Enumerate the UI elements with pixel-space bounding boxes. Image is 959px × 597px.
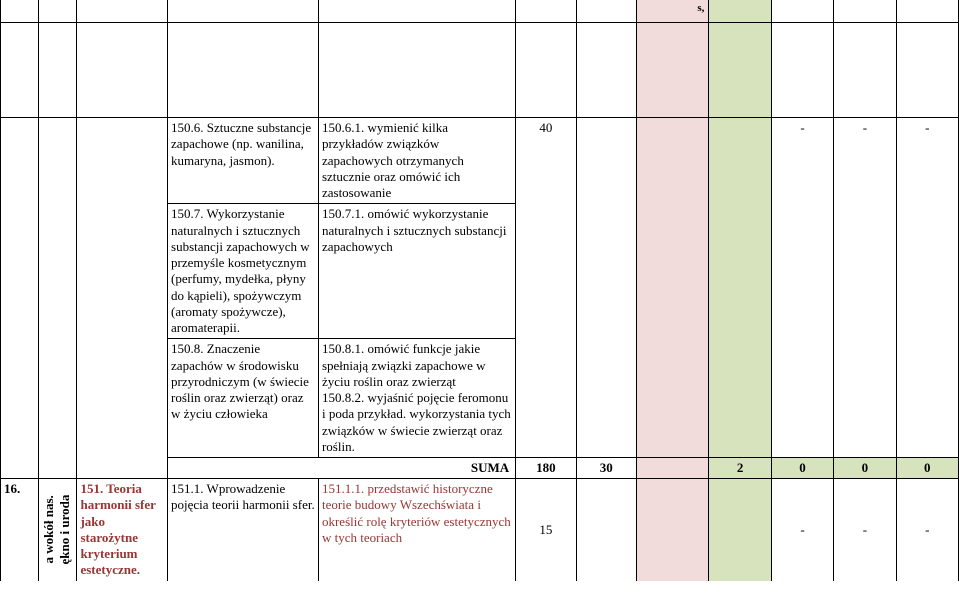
row-150-8-left: 150.8. Znaczenie zapachów w środowisku p… — [168, 339, 319, 458]
row-150-7-left: 150.7. Wykorzystanie naturalnych i sztuc… — [168, 204, 319, 339]
row-150-7-right: 150.7.1. omówić wykorzystanie naturalnyc… — [318, 204, 515, 339]
row-150-dash1: - — [771, 118, 833, 458]
row-150-8-right-2: 150.8.2. wyjaśnić pojęcie feromonu i pod… — [322, 390, 512, 455]
row-150-num-b — [576, 118, 636, 458]
row-16-num-a: 15 — [516, 479, 576, 581]
row-16-num-b — [576, 479, 636, 581]
row-150-green — [709, 118, 771, 458]
frag-c12 — [896, 0, 958, 23]
frag-c1 — [1, 0, 39, 23]
frag-c11 — [834, 0, 896, 23]
row-16-dash3: - — [896, 479, 958, 581]
frag-c2 — [39, 0, 77, 23]
row-16-dash1: - — [771, 479, 833, 581]
suma-v4: 0 — [771, 458, 833, 479]
row-16-subtopic: 151.1. Wprowadzenie pojęcia teorii harmo… — [168, 479, 319, 581]
row-16-vert-text: a wokół nas.ękno i uroda — [41, 479, 74, 581]
row-150-pink — [636, 118, 708, 458]
row-16-pink — [636, 479, 708, 581]
row-16-num: 16. — [1, 479, 39, 581]
vert-col-upper — [39, 118, 77, 458]
curriculum-table: s, 150.6. Sztuczne substancje zapachowe … — [0, 0, 959, 581]
frag-c4 — [168, 0, 319, 23]
frag-c3 — [77, 0, 168, 23]
frag-c10 — [771, 0, 833, 23]
row-16-topic: 151. Teoria harmonii sfer jako starożytn… — [77, 479, 168, 581]
suma-v6: 0 — [896, 458, 958, 479]
suma-v5: 0 — [834, 458, 896, 479]
frag-c7 — [576, 0, 636, 23]
frag-partial-label: s, — [636, 0, 708, 23]
row-150-8-right-1: 150.8.1. omówić funkcje jakie spełniają … — [322, 341, 512, 390]
suma-v1: 180 — [516, 458, 576, 479]
row-16-vert-cell: a wokół nas.ękno i uroda — [39, 479, 77, 581]
suma-pink — [636, 458, 708, 479]
frag-c6 — [516, 0, 576, 23]
frag-c9 — [709, 0, 771, 23]
idx-col — [1, 118, 39, 458]
topic-col-upper — [77, 118, 168, 458]
row-150-dash3: - — [896, 118, 958, 458]
row-16-dash2: - — [834, 479, 896, 581]
suma-label: SUMA — [168, 458, 516, 479]
suma-v3: 2 — [709, 458, 771, 479]
row-150-6-right: 150.6.1. wymienić kilka przykładów związ… — [318, 118, 515, 204]
row-16-green — [709, 479, 771, 581]
row-150-dash2: - — [834, 118, 896, 458]
row-150-num-a: 40 — [516, 118, 576, 458]
row-150-6-left: 150.6. Sztuczne substancje zapachowe (np… — [168, 118, 319, 204]
suma-v2: 30 — [576, 458, 636, 479]
row-150-8-right: 150.8.1. omówić funkcje jakie spełniają … — [318, 339, 515, 458]
frag-c5 — [318, 0, 515, 23]
row-16-detail: 151.1.1. przedstawić historyczne teorie … — [318, 479, 515, 581]
